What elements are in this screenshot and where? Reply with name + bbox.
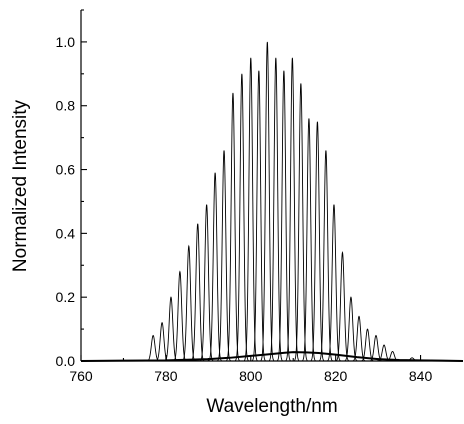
y-tick-label: 0.6: [56, 162, 76, 178]
spectral-peak-8: [209, 173, 222, 361]
y-axis-label: Normalized Intensity: [10, 99, 31, 272]
spectral-peak-5: [182, 246, 195, 361]
spectral-peak-9: [218, 150, 231, 360]
x-tick-label: 820: [324, 368, 348, 384]
spectral-peak-14: [261, 42, 274, 361]
spectral-peak-6: [191, 224, 204, 361]
y-tick-label: 0.0: [56, 353, 76, 369]
spectral-peak-10: [226, 93, 239, 361]
y-tick-label: 0.8: [56, 98, 76, 114]
x-tick-label: 760: [69, 368, 93, 384]
x-tick-label: 840: [409, 368, 433, 384]
x-tick-label: 780: [154, 368, 178, 384]
spectral-peak-4: [173, 272, 186, 361]
plot-area: [81, 42, 463, 361]
y-tick-label: 0.2: [56, 289, 76, 305]
spectral-peak-3: [164, 297, 177, 361]
envelope-line: [81, 352, 463, 361]
y-tick-label: 1.0: [56, 34, 76, 50]
y-tick-label: 0.4: [56, 225, 76, 241]
spectral-peak-17: [286, 58, 299, 361]
x-tick-label: 800: [239, 368, 263, 384]
x-axis-label: Wavelength/nm: [206, 396, 337, 417]
spectral-peak-1: [147, 335, 160, 360]
spectral-peak-11: [235, 74, 248, 361]
